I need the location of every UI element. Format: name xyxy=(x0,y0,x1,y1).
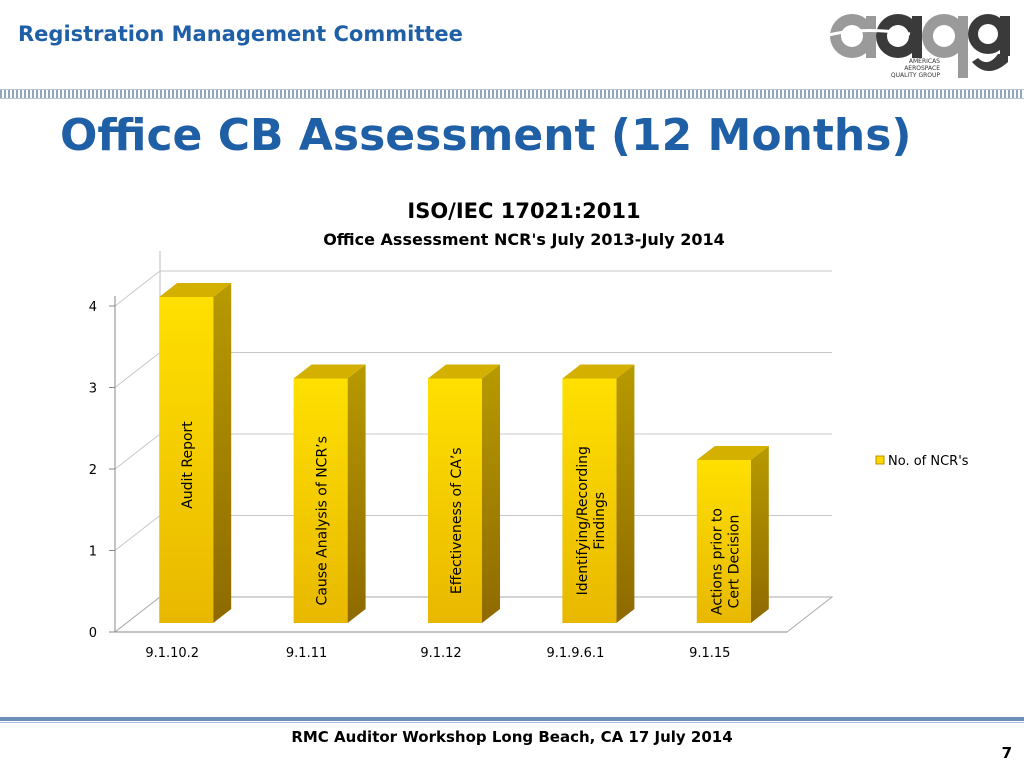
y-tick-label: 1 xyxy=(89,545,97,560)
bar-label: Cert Decision xyxy=(726,515,742,609)
bar-label: Identifying/Recording xyxy=(575,446,591,595)
slide-title: Office CB Assessment (12 Months) xyxy=(60,110,912,161)
legend-swatch xyxy=(875,455,885,465)
bar-side xyxy=(347,364,366,623)
x-tick-label: 9.1.15 xyxy=(689,646,730,661)
chart-title: ISO/IEC 17021:2011 xyxy=(407,199,640,223)
chart-subtitle: Office Assessment NCR's July 2013-July 2… xyxy=(323,230,725,249)
footer-text: RMC Auditor Workshop Long Beach, CA 17 J… xyxy=(291,728,733,746)
y-tick-label: 0 xyxy=(89,626,97,641)
footer-divider-thin xyxy=(0,722,1024,723)
bar-side xyxy=(616,364,635,623)
y-tick-label: 2 xyxy=(89,463,97,478)
bar-top xyxy=(159,283,232,297)
bar-label: Actions prior to xyxy=(709,508,725,615)
y-tick-label: 4 xyxy=(89,300,97,315)
bar-top xyxy=(562,364,635,379)
bar-side xyxy=(482,364,500,623)
bar-side xyxy=(750,446,769,623)
footer-divider xyxy=(0,717,1024,721)
bar xyxy=(159,297,214,623)
bar-top xyxy=(293,364,366,379)
bar-chart: ISO/IEC 17021:2011 Office Assessment NCR'… xyxy=(89,199,969,661)
x-tick-label: 9.1.10.2 xyxy=(145,646,199,661)
logo-caption-line2: QUALITY GROUP xyxy=(890,72,940,79)
x-tick-label: 9.1.9.6.1 xyxy=(546,646,604,661)
bar xyxy=(696,460,751,623)
logo-caption-line1: AMERICAS AEROSPACE xyxy=(904,58,940,72)
logo-caption: AMERICAS AEROSPACE QUALITY GROUP xyxy=(878,58,940,79)
bar-label: Audit Report xyxy=(180,421,196,509)
header-title: Registration Management Committee xyxy=(18,22,463,46)
bar xyxy=(293,378,348,623)
bar-label: Cause Analysis of NCR’s xyxy=(315,436,331,605)
bar xyxy=(428,378,482,623)
bar-top xyxy=(696,446,769,460)
decorative-band xyxy=(0,89,1024,99)
bar-label: Effectiveness of CA’s xyxy=(449,447,465,594)
x-tick-label: 9.1.11 xyxy=(286,646,327,661)
bar xyxy=(562,378,617,623)
bar-side xyxy=(213,283,232,623)
y-tick-label: 3 xyxy=(89,382,97,397)
gridline xyxy=(114,270,832,307)
bar-label: Findings xyxy=(592,492,608,550)
page-number: 7 xyxy=(1001,744,1012,762)
bar-top xyxy=(428,364,500,379)
x-tick-label: 9.1.12 xyxy=(420,646,461,661)
legend-label: No. of NCR's xyxy=(888,454,969,469)
aaqg-logo-graphic xyxy=(823,14,1010,78)
